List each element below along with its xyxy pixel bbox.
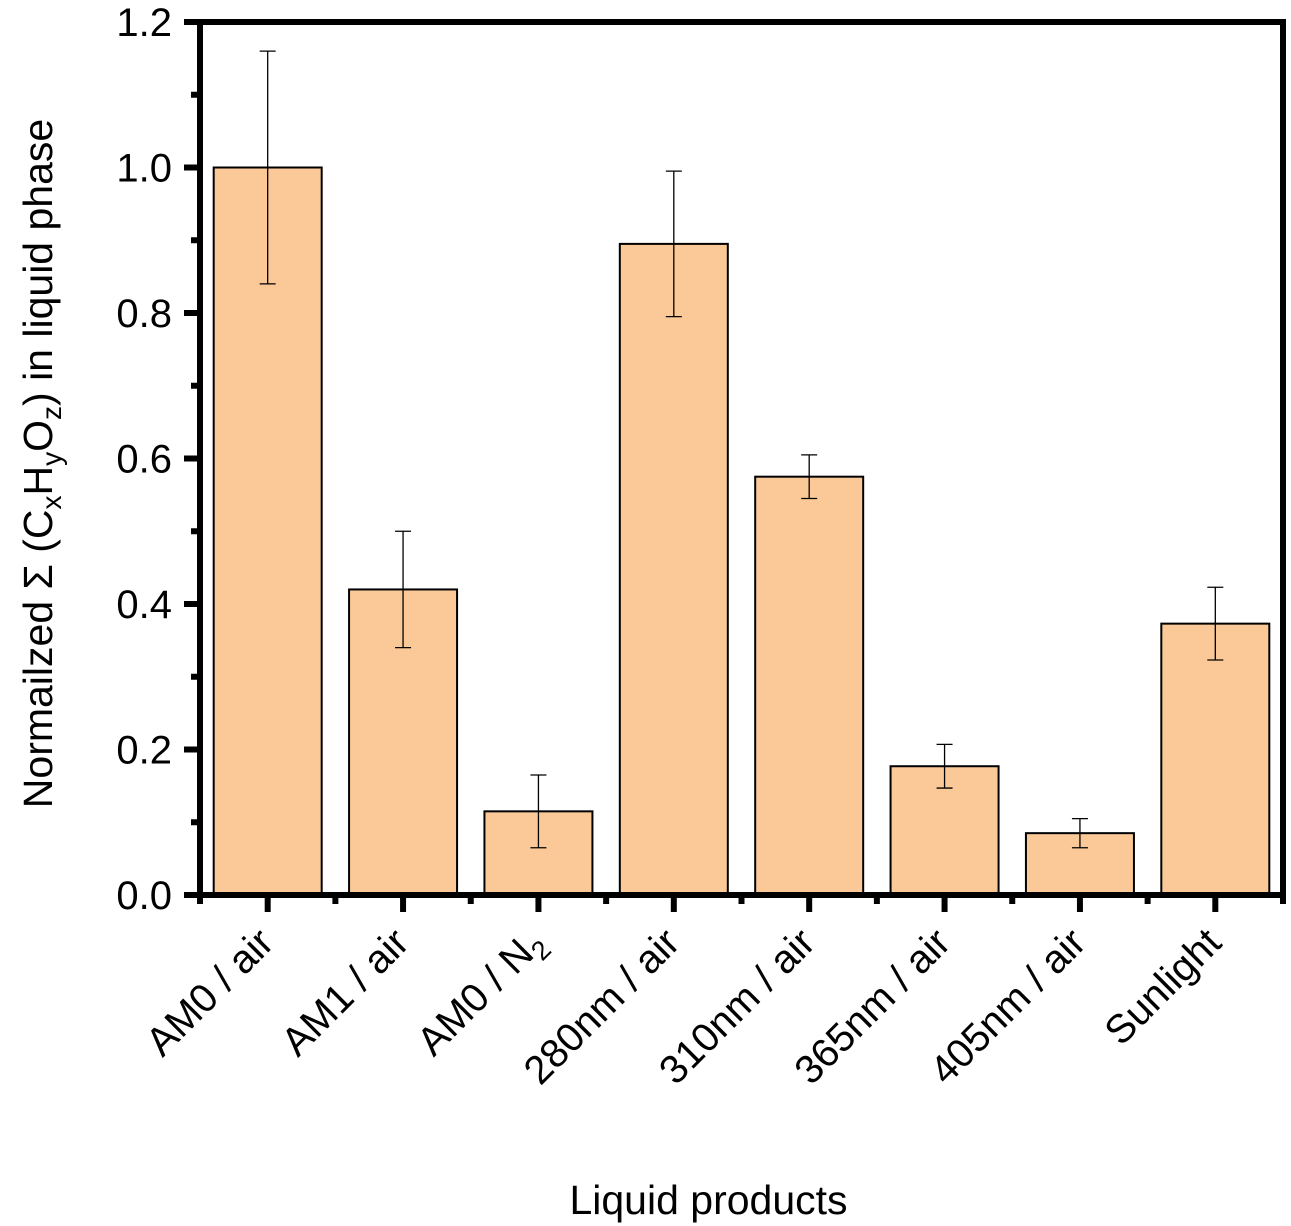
y-tick-label: 0.2 (116, 729, 172, 773)
bar (754, 475, 865, 896)
x-axis-title: Liquid products (569, 1177, 847, 1223)
y-tick-label: 1.0 (116, 147, 172, 191)
y-tick-label: 1.2 (116, 1, 172, 45)
x-tick-label: AM1 / air (273, 920, 417, 1064)
bar (1160, 622, 1271, 897)
axes-group (184, 19, 1286, 912)
bars-group (212, 50, 1271, 897)
y-tick-label: 0.4 (116, 583, 172, 627)
bar (212, 166, 323, 896)
y-tick-label: 0.8 (116, 292, 172, 336)
y-tick-label: 0.6 (116, 438, 172, 482)
y-tick-label: 0.0 (116, 874, 172, 918)
bar (618, 242, 729, 896)
x-tick-label: Sunlight (1096, 920, 1229, 1053)
y-axis-title: Normailzed Σ (CxHyOz) in liquid phase (15, 119, 67, 808)
x-tick-label: AM0 / air (138, 920, 282, 1064)
